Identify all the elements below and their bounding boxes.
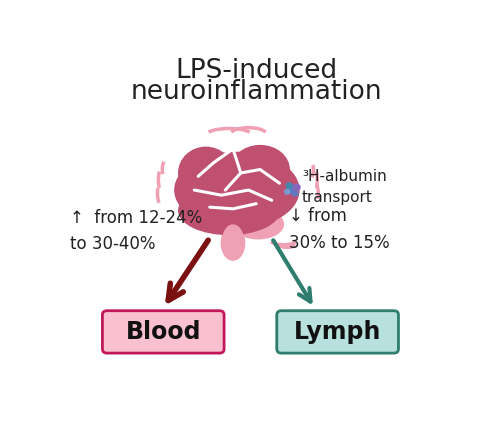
Circle shape: [286, 183, 292, 188]
Text: ↓ from
30% to 15%: ↓ from 30% to 15%: [289, 207, 390, 252]
FancyBboxPatch shape: [277, 311, 398, 353]
Text: ³H-albumin
transport: ³H-albumin transport: [302, 169, 386, 205]
Ellipse shape: [179, 186, 280, 234]
Text: ↑  from 12-24%
to 30-40%: ↑ from 12-24% to 30-40%: [70, 209, 202, 253]
Ellipse shape: [179, 147, 233, 198]
Ellipse shape: [231, 146, 289, 194]
Text: LPS-induced: LPS-induced: [175, 59, 338, 84]
Text: Lymph: Lymph: [294, 320, 382, 344]
FancyBboxPatch shape: [102, 311, 224, 353]
Circle shape: [292, 191, 298, 196]
Circle shape: [284, 189, 290, 194]
Text: Blood: Blood: [126, 320, 201, 344]
Ellipse shape: [223, 225, 243, 254]
Ellipse shape: [233, 210, 283, 239]
Text: neuroinflammation: neuroinflammation: [130, 79, 382, 105]
Ellipse shape: [222, 226, 244, 260]
Ellipse shape: [175, 152, 299, 228]
Circle shape: [287, 186, 295, 194]
Circle shape: [293, 184, 300, 190]
